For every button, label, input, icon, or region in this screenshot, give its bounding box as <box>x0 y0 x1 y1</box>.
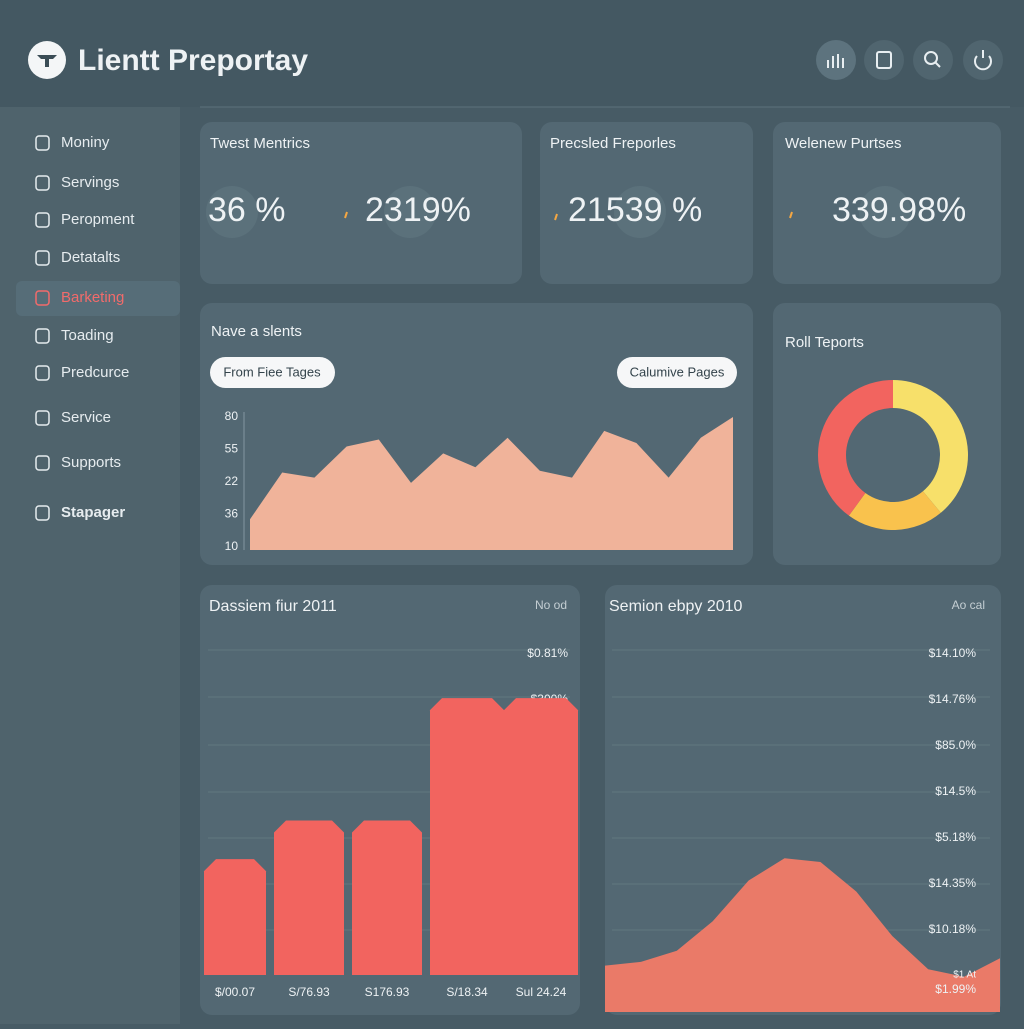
power-icon <box>974 50 992 71</box>
y-tick-label: 80 <box>225 409 239 423</box>
y-tick-label: 22 <box>225 474 239 488</box>
icon-button[interactable] <box>963 40 1003 80</box>
nav-icon <box>35 365 50 381</box>
nav-icon <box>35 505 50 521</box>
nav: Moniny Servings Peropment Detatalts Barketin… <box>16 134 180 521</box>
x-tick-label: S176.93 <box>365 985 410 999</box>
y-tick-label: $1.99% <box>935 982 976 996</box>
nav-icon <box>35 135 50 151</box>
card-title: Semion ebpy 2010 <box>609 598 743 615</box>
stat-halo <box>384 186 436 238</box>
stat-title: Welenew Purtses <box>785 135 901 152</box>
card-title: Dassiem fiur 2011 <box>209 598 337 615</box>
search-icon-handle <box>934 61 941 68</box>
nav-item[interactable]: Supports <box>61 454 121 471</box>
nav-icon <box>35 455 50 471</box>
x-tick-label: S/18.34 <box>446 985 488 999</box>
stat-accent <box>789 211 793 219</box>
y-tick-label: $1 At <box>953 970 976 981</box>
x-tick-label: $/00.07 <box>215 985 255 999</box>
bar <box>504 698 578 975</box>
sidebar <box>0 107 180 1024</box>
card-note: Ao cal <box>952 598 985 612</box>
stat-halo <box>614 186 666 238</box>
nav-icon <box>35 250 50 266</box>
nav-icon <box>35 175 50 191</box>
y-tick-label: 36 <box>225 507 239 521</box>
nav-item[interactable]: Peropment <box>61 211 135 228</box>
stat-accent <box>554 213 558 221</box>
y-tick-label: $14.35% <box>929 876 977 890</box>
donut-segment <box>893 380 969 513</box>
nav-item[interactable]: Servings <box>61 174 119 191</box>
donut-segment <box>817 380 893 516</box>
y-tick-label: $0.81% <box>527 646 568 660</box>
nav-item[interactable]: Barketing <box>61 289 124 306</box>
y-tick-label: $14.10% <box>929 646 977 660</box>
icon-button[interactable] <box>913 40 953 80</box>
nav-item[interactable]: Service <box>61 409 111 426</box>
x-tick-label: S/76.93 <box>288 985 330 999</box>
nav-active-bg <box>16 281 180 316</box>
doc-icon <box>876 51 892 69</box>
donut-segment <box>848 491 941 531</box>
icon-button[interactable] <box>816 40 856 80</box>
y-tick-label: $10.18% <box>929 922 977 936</box>
filter-button-label[interactable]: Calumive Pages <box>630 364 725 379</box>
nav-item[interactable]: Predcurce <box>61 364 129 381</box>
filter-button-label[interactable]: From Fiee Tages <box>223 364 321 379</box>
stat-halo <box>859 186 911 238</box>
y-tick-label: $14.5% <box>935 784 976 798</box>
nav-item[interactable]: Toading <box>61 327 114 344</box>
card-title: Roll Teports <box>785 334 864 351</box>
nav-icon <box>35 410 50 426</box>
stat-card <box>200 122 522 284</box>
stat-title: Twest Mentrics <box>210 135 310 152</box>
stat-value: 21539 % <box>568 191 702 229</box>
stat-title: Precsled Freporles <box>550 135 676 152</box>
area <box>250 417 733 550</box>
stat-value: 36 % <box>208 191 286 229</box>
nav-item[interactable]: Moniny <box>61 134 110 151</box>
nav-icon <box>35 290 50 306</box>
nav-item[interactable]: Detatalts <box>61 249 120 266</box>
y-tick-label: $5.18% <box>935 830 976 844</box>
nav-icon <box>35 212 50 228</box>
bar <box>430 698 504 975</box>
y-tick-label: $85.0% <box>935 738 976 752</box>
chart-card <box>605 585 1001 1015</box>
nav-item[interactable]: Stapager <box>61 504 125 521</box>
stat-halo <box>206 186 258 238</box>
card-title: Nave a slents <box>211 323 302 340</box>
bar <box>352 820 422 975</box>
search-icon <box>924 51 938 65</box>
area <box>605 858 1000 1012</box>
nav-icon <box>35 328 50 344</box>
y-tick-label: 10 <box>225 539 239 553</box>
logo-mark <box>37 55 57 67</box>
filter-button[interactable] <box>617 357 737 388</box>
bar <box>204 859 266 975</box>
icon-button[interactable] <box>864 40 904 80</box>
filter-button[interactable] <box>210 357 335 388</box>
stat-accent <box>344 211 348 219</box>
app-title: Lientt Preportay <box>78 44 308 77</box>
card-note: No od <box>535 598 567 612</box>
x-tick-label: Sul 24.24 <box>516 985 567 999</box>
stat-value: 2319% <box>365 191 471 229</box>
chart-icon <box>827 54 844 68</box>
bar <box>274 820 344 975</box>
stat-value: 339.98% <box>832 191 966 229</box>
y-tick-label: $14.76% <box>929 692 977 706</box>
y-tick-label: 55 <box>225 442 239 456</box>
